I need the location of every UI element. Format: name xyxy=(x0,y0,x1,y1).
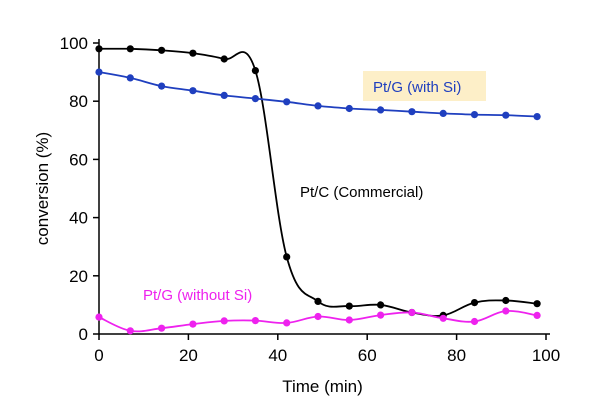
y-tick-label: 100 xyxy=(60,34,88,53)
data-point-pt-g-with-si xyxy=(283,98,291,106)
data-point-pt-c-commercial xyxy=(345,302,353,310)
data-point-pt-g-without-si xyxy=(126,327,134,335)
data-point-pt-g-without-si xyxy=(470,317,479,326)
labels: Pt/C (Commercial) Pt/G (with Si) Pt/G (wit… xyxy=(143,71,486,304)
data-point-pt-c-commercial xyxy=(314,297,322,305)
data-point-pt-g-without-si xyxy=(345,316,353,324)
x-axis-title: Time (min) xyxy=(282,377,363,396)
data-point-pt-c-commercial xyxy=(377,301,385,309)
x-tick-label: 20 xyxy=(179,346,198,365)
data-point-pt-g-without-si xyxy=(189,320,197,328)
data-point-pt-g-without-si xyxy=(408,308,416,317)
y-tick-label: 80 xyxy=(69,92,88,111)
data-point-pt-g-without-si xyxy=(502,307,510,315)
data-point-pt-g-without-si xyxy=(283,319,291,327)
data-point-pt-g-with-si xyxy=(220,91,228,99)
data-point-pt-g-without-si xyxy=(220,317,228,325)
data-point-pt-g-with-si xyxy=(408,108,416,116)
data-point-pt-g-without-si xyxy=(533,311,541,319)
data-point-pt-g-with-si xyxy=(439,109,447,117)
series-line-pt-c-commercial xyxy=(98,47,538,317)
x-tick-label: 100 xyxy=(532,346,560,365)
data-point-pt-g-with-si xyxy=(533,113,541,121)
data-point-pt-c-commercial xyxy=(283,253,291,261)
y-tick-label: 0 xyxy=(79,325,88,344)
data-point-pt-g-with-si xyxy=(345,104,353,113)
series-label-pt-g-with-si: Pt/G (with Si) xyxy=(373,79,461,96)
series-label-pt-g-without-si: Pt/G (without Si) xyxy=(143,287,252,304)
data-point-pt-g-with-si xyxy=(158,82,166,90)
data-point-pt-g-with-si xyxy=(126,74,134,82)
data-point-pt-g-with-si xyxy=(502,111,510,119)
data-point-pt-c-commercial xyxy=(95,45,103,53)
data-point-pt-c-commercial xyxy=(470,299,479,307)
data-point-pt-g-with-si xyxy=(377,106,385,114)
series-points xyxy=(95,45,541,335)
y-tick-label: 20 xyxy=(69,267,88,286)
data-point-pt-g-without-si xyxy=(377,311,385,319)
data-point-pt-c-commercial xyxy=(502,296,510,305)
y-axis-title: conversion (%) xyxy=(33,132,52,245)
y-tick-label: 40 xyxy=(69,209,88,228)
data-point-pt-g-with-si xyxy=(251,95,259,103)
data-point-pt-g-without-si xyxy=(158,324,166,332)
axes: 0 20 40 60 80 100 0 20 40 60 80 100 Time (min) conver… xyxy=(33,34,560,396)
data-point-pt-c-commercial xyxy=(533,300,541,308)
data-point-pt-c-commercial xyxy=(251,67,259,75)
data-point-pt-c-commercial xyxy=(126,45,134,53)
series-label-pt-c-commercial: Pt/C (Commercial) xyxy=(300,184,423,201)
x-tick-label: 80 xyxy=(447,346,466,365)
data-point-pt-g-without-si xyxy=(251,317,259,325)
x-tick-label: 40 xyxy=(268,346,287,365)
data-point-pt-g-without-si xyxy=(95,313,103,321)
data-point-pt-g-without-si xyxy=(439,314,447,322)
x-tick-label: 60 xyxy=(358,346,377,365)
data-point-pt-c-commercial xyxy=(220,55,228,63)
data-point-pt-g-with-si xyxy=(470,111,479,119)
data-point-pt-g-with-si xyxy=(314,102,322,110)
x-tick-label: 0 xyxy=(94,346,103,365)
data-point-pt-g-with-si xyxy=(95,68,103,76)
data-point-pt-c-commercial xyxy=(189,49,197,57)
data-point-pt-g-without-si xyxy=(314,312,322,321)
y-tick-label: 60 xyxy=(69,150,88,169)
data-point-pt-c-commercial xyxy=(158,46,166,54)
series-label-highlight xyxy=(363,71,486,101)
data-point-pt-g-with-si xyxy=(189,87,197,95)
